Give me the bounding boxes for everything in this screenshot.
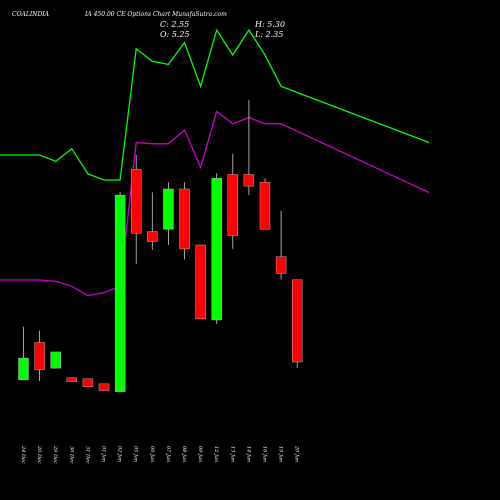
candle-body (50, 351, 61, 369)
x-axis-tick-labels: 24 Dec 26 Dec 29 Dec 30 Dec 31 Dec 01 Jan 02 J… (20, 445, 300, 464)
low-value: L: 2.35 (254, 30, 283, 39)
x-tick-label: 06 Jan (149, 446, 155, 462)
candle-09-jan (195, 244, 206, 320)
upper-band-line (0, 28, 430, 181)
candle-body (275, 256, 287, 274)
candle-30-dec (66, 377, 78, 382)
candle-31-dec (82, 378, 94, 387)
candle-body (18, 357, 29, 381)
candle-body (66, 377, 78, 382)
x-tick-label: 08 Jan (181, 446, 187, 462)
x-tick-label: 12 Jan (213, 446, 219, 462)
candle-body (34, 342, 45, 371)
x-tick-label: 20 Jan (294, 445, 300, 462)
candle-01-jan (98, 383, 110, 391)
candle-body (243, 174, 255, 187)
candle-05-jan (130, 154, 142, 264)
candle-19-jan (275, 210, 287, 280)
candle-body (195, 244, 206, 320)
high-value: H: 5.30 (254, 20, 285, 29)
candle-06-jan (147, 192, 158, 250)
candle-29-dec (50, 351, 61, 369)
x-tick-label: 14 Jan (245, 446, 251, 462)
candle-body (211, 178, 222, 321)
candle-12-jan (211, 173, 222, 324)
x-tick-label: 02 Jan (117, 446, 123, 462)
bands-layer (0, 28, 430, 297)
x-tick-label: 01 Jan (101, 446, 107, 462)
candle-16-jan (259, 178, 271, 230)
x-tick-label: 07 Jan (165, 446, 171, 462)
x-tick-label: 13 Jan (229, 446, 235, 462)
candle-body (163, 188, 174, 230)
x-tick-label: 26 Dec (36, 445, 42, 464)
candle-07-jan (163, 182, 174, 245)
x-tick-label: 19 Jan (278, 446, 284, 462)
candle-20-jan (292, 279, 303, 369)
candle-body (147, 231, 158, 242)
candle-body (292, 279, 303, 363)
candle-13-jan (227, 153, 239, 249)
close-value: C: 2.55 (160, 20, 189, 29)
x-tick-label: 29 Dec (52, 445, 58, 464)
candle-body (179, 188, 190, 250)
symbol-label: COALINDIA (12, 11, 50, 18)
open-value: O: 5.25 (160, 30, 190, 39)
candle-14-jan (243, 99, 255, 196)
candle-02-jan (114, 191, 126, 392)
candle-body (259, 182, 271, 230)
x-tick-label: 31 Dec (84, 446, 90, 464)
candle-08-jan (179, 182, 190, 260)
x-tick-label: 24 Dec (20, 445, 26, 464)
candle-body (227, 174, 239, 236)
candle-24-dec (18, 326, 29, 381)
candle-26-dec (34, 330, 45, 382)
candle-body (130, 169, 142, 234)
x-tick-label: 16 Jan (262, 446, 268, 462)
candle-body (98, 383, 110, 391)
x-tick-label: 30 Dec (68, 446, 74, 464)
lower-band-line (0, 110, 430, 297)
x-tick-label: 05 Jan (133, 446, 139, 462)
candles-layer (18, 99, 303, 392)
x-tick-label: 09 Jan (197, 446, 203, 462)
candle-body (114, 194, 126, 392)
candle-body (82, 378, 94, 387)
chart-description: IA 450.00 CE Options Chart MunafaSutra.c… (84, 11, 227, 18)
